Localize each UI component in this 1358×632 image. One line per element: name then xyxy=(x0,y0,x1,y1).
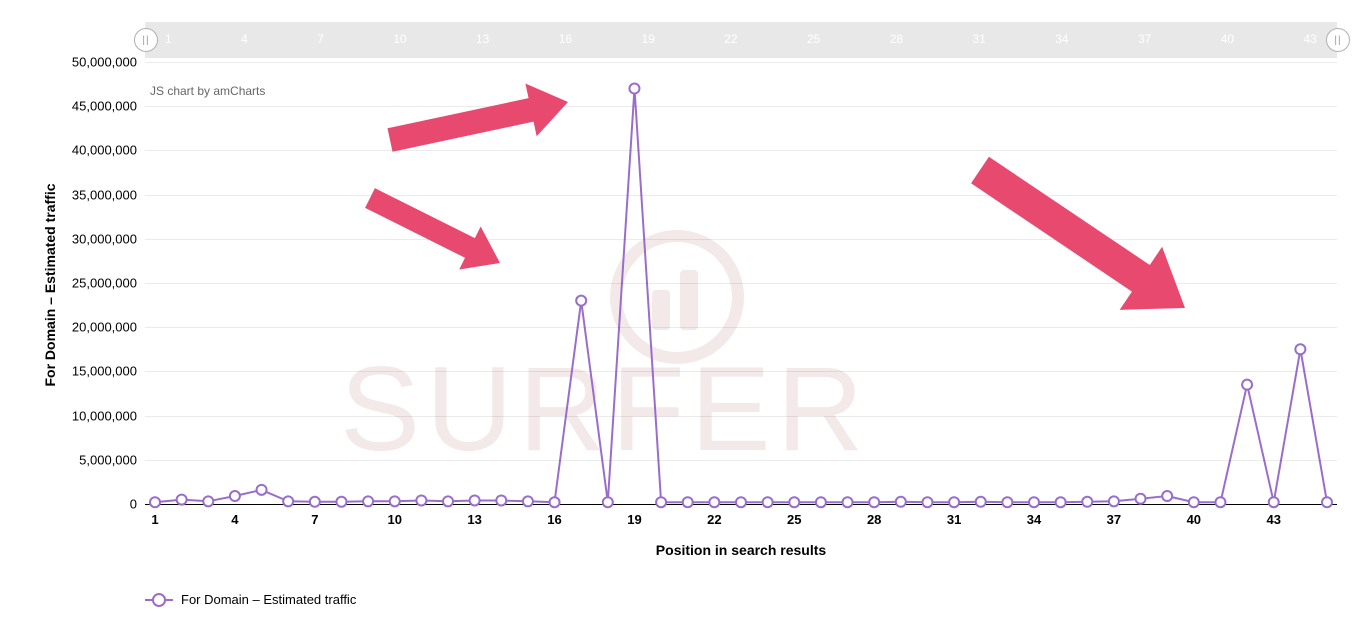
chart-credit[interactable]: JS chart by amCharts xyxy=(150,84,265,98)
y-axis-title: For Domain – Estimated traffic xyxy=(42,183,58,386)
plot-area: 05,000,00010,000,00015,000,00020,000,000… xyxy=(145,62,1337,505)
legend-marker xyxy=(145,594,173,606)
x-axis-title: Position in search results xyxy=(656,542,826,558)
legend-label: For Domain – Estimated traffic xyxy=(181,592,356,607)
chart-scrollbar[interactable] xyxy=(145,22,1337,58)
scrollbar-handle-right[interactable]: || xyxy=(1326,28,1350,52)
chart-legend[interactable]: For Domain – Estimated traffic xyxy=(145,592,356,607)
scrollbar-handle-left[interactable]: || xyxy=(134,28,158,52)
traffic-chart: 147101316192225283134374043 || || SURFER… xyxy=(0,0,1358,632)
